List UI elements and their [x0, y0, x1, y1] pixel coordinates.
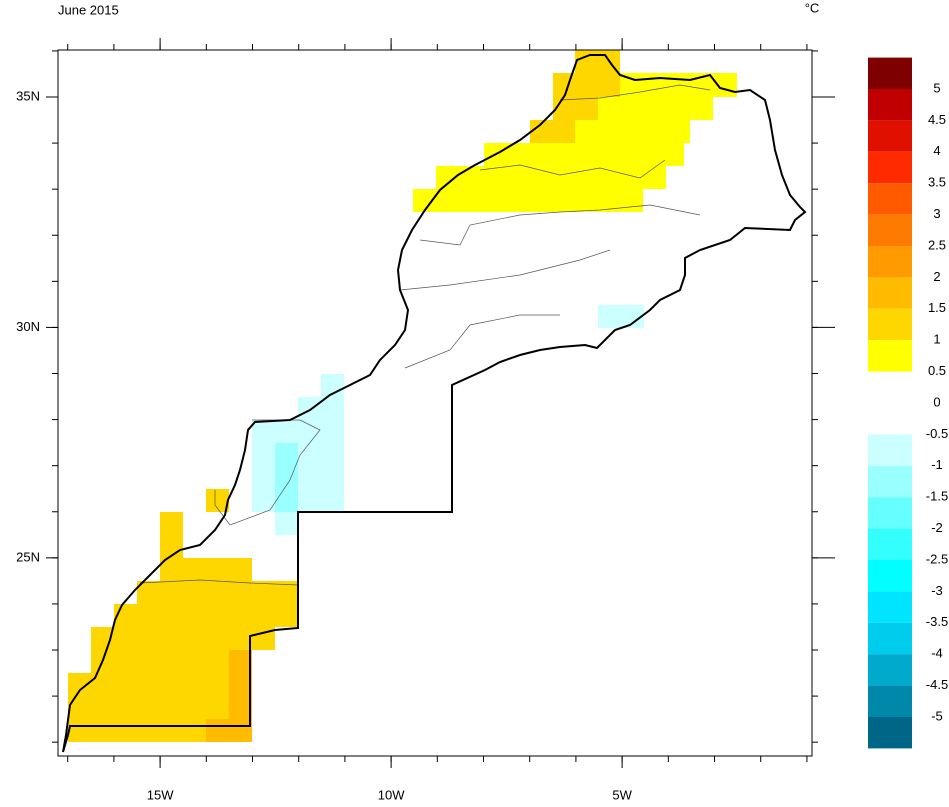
colorbar-segment — [868, 654, 912, 686]
colorbar-label: 1 — [933, 332, 940, 347]
colorbar-label: -1.5 — [926, 489, 948, 504]
colorbar-segment — [868, 89, 912, 121]
colorbar-segment — [868, 120, 912, 152]
colorbar-label: -5 — [931, 708, 943, 723]
colorbar-segment — [868, 246, 912, 278]
colorbar-segment — [868, 151, 912, 184]
colorbar-label: 4.5 — [928, 112, 946, 127]
colorbar-segment — [868, 183, 912, 215]
colorbar-segment — [868, 528, 912, 560]
colorbar-label: -3 — [931, 583, 943, 598]
colorbar-label: 0.5 — [928, 363, 946, 378]
colorbar-segment — [868, 717, 912, 749]
colorbar-label: 3.5 — [928, 175, 946, 190]
colorbar-segment — [868, 434, 912, 466]
colorbar-segment — [868, 340, 912, 372]
y-tick-label: 25N — [16, 549, 40, 564]
colorbar-segment — [868, 277, 912, 309]
colorbar-label: 5 — [933, 80, 940, 95]
colorbar-segment — [868, 622, 912, 655]
colorbar-segment — [868, 685, 912, 717]
y-tick-label: 35N — [16, 88, 40, 103]
colorbar-label: 2.5 — [928, 237, 946, 252]
colorbar-label: -2.5 — [926, 551, 948, 566]
x-tick-label: 5W — [612, 787, 632, 802]
x-tick-label: 10W — [378, 787, 405, 802]
x-tick-label: 15W — [147, 787, 174, 802]
colorbar-label: -4 — [931, 646, 943, 661]
internal-borders — [139, 84, 711, 586]
colorbar-label: 3 — [933, 206, 940, 221]
colorbar-label: -1 — [931, 457, 943, 472]
colorbar-segment — [868, 214, 912, 246]
colorbar-label: -0.5 — [926, 426, 948, 441]
anomaly-cells — [68, 50, 737, 742]
y-tick-label: 30N — [16, 319, 40, 334]
colorbar-label: -4.5 — [926, 677, 948, 692]
colorbar-label: -2 — [931, 520, 943, 535]
colorbar-segment — [868, 57, 912, 89]
colorbar-segment — [868, 591, 912, 623]
colorbar-segment — [868, 497, 912, 529]
colorbar-label: 1.5 — [928, 300, 946, 315]
colorbar-segment — [868, 465, 912, 498]
colorbar-segment — [868, 560, 912, 592]
map-frame — [57, 49, 813, 757]
unit-label: °C — [805, 0, 820, 15]
colorbar-label: 4 — [933, 143, 940, 158]
map-title: June 2015 — [58, 2, 119, 17]
colorbar-segment — [868, 308, 912, 341]
country-border — [62, 54, 807, 753]
colorbar-label: 2 — [933, 269, 940, 284]
colorbar-label: 0 — [933, 394, 940, 409]
colorbar-label: -3.5 — [926, 614, 948, 629]
